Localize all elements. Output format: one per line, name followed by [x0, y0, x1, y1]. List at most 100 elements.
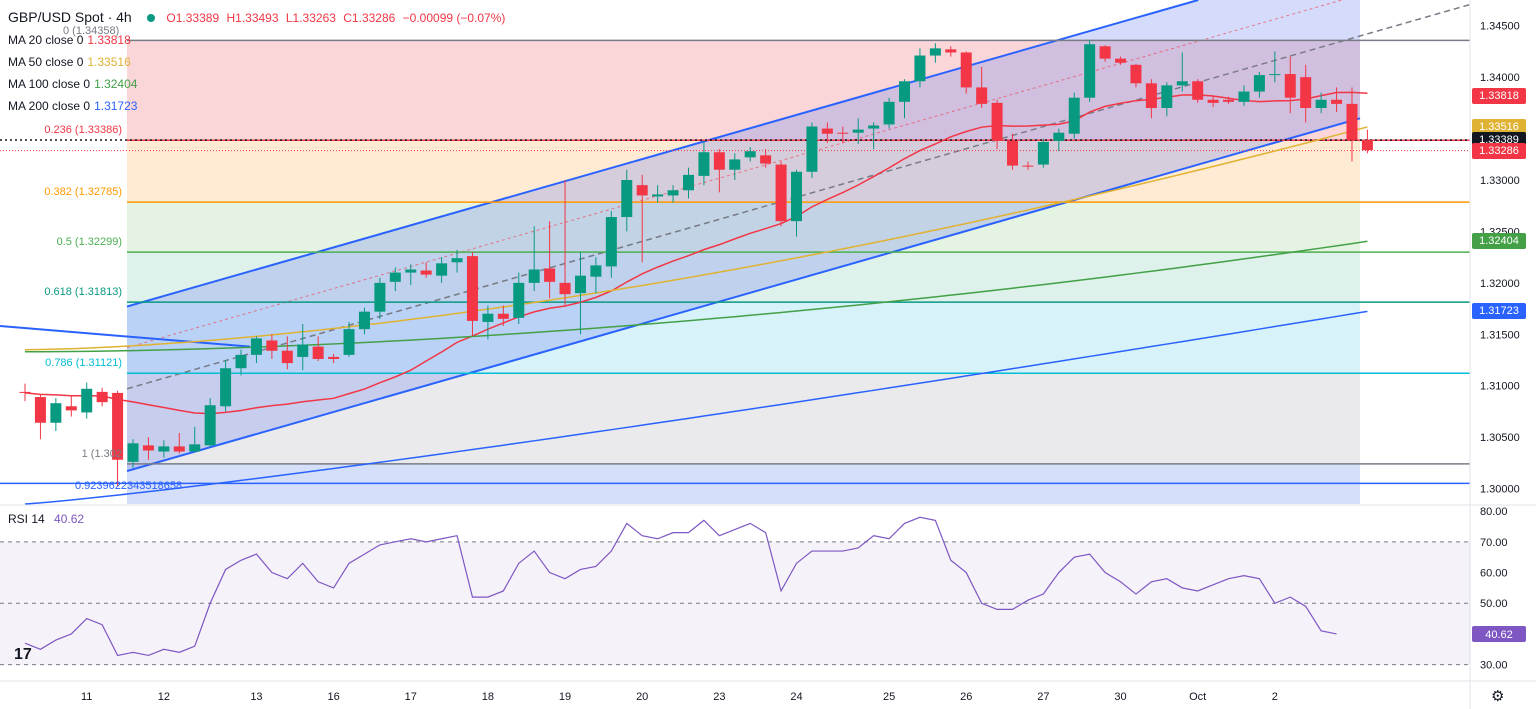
candle-body [791, 171, 802, 222]
ma100-legend[interactable]: MA 100 close 0 1.32404 [8, 77, 137, 91]
change-value: −0.00099 (−0.07%) [402, 11, 506, 25]
candle-body [621, 180, 633, 218]
candle-body [1269, 74, 1281, 76]
candle-body [960, 52, 972, 88]
candle-body [1176, 81, 1188, 86]
candle-body [1300, 77, 1312, 108]
candle-body [929, 48, 941, 56]
symbol-title[interactable]: GBP/USD Spot · 4h [8, 9, 132, 25]
candle-body [266, 340, 278, 351]
ma20-legend[interactable]: MA 20 close 0 1.33818 [8, 33, 131, 47]
candle-body [343, 329, 355, 355]
candle-body [852, 129, 864, 133]
price-axis-label: 1.31723 [1472, 303, 1526, 320]
price-tick-label: 1.30500 [1480, 432, 1520, 444]
candlesticks [19, 40, 1373, 487]
candle-body [1145, 83, 1157, 108]
candle-body [713, 152, 725, 170]
candle-body [744, 151, 756, 158]
candle-body [328, 356, 340, 359]
candle-body [81, 388, 93, 413]
price-axis-label: 1.33516 [1472, 118, 1526, 135]
price-tick-label: 1.32000 [1480, 278, 1520, 290]
rsi-legend[interactable]: RSI 14 40.62 [8, 512, 84, 526]
candle-body [142, 445, 154, 451]
candle-body [513, 282, 525, 318]
candle-body [1161, 85, 1173, 108]
channel-lower-line [126, 117, 1361, 473]
rsi-tick-label: 80.00 [1480, 506, 1508, 518]
rsi-tick-label: 70.00 [1480, 537, 1508, 549]
candle-body [374, 282, 386, 312]
candle-body [436, 263, 448, 276]
close-value: C1.33286 [343, 11, 396, 25]
candle-body [96, 391, 108, 403]
rsi-line [24, 516, 1337, 657]
fib-band [127, 302, 1360, 374]
ma200-legend[interactable]: MA 200 close 0 1.31723 [8, 99, 137, 113]
candle-body [451, 258, 463, 263]
time-tick-label: 26 [960, 691, 972, 703]
fib-band [127, 140, 1360, 203]
candle-body [837, 132, 849, 134]
ma50-line [24, 126, 1368, 351]
candle-body [544, 268, 556, 282]
candle-body [204, 405, 216, 446]
ma100-value: 1.32404 [94, 77, 138, 91]
ma200-label: MA 200 close 0 [8, 99, 91, 113]
price-tick-label: 1.30000 [1480, 484, 1520, 496]
candle-body [1084, 44, 1096, 98]
fib-label: 0.236 (1.33386) [44, 124, 122, 137]
ma20-line [24, 91, 1368, 415]
candle-body [1022, 165, 1034, 167]
time-tick-label: 17 [405, 691, 417, 703]
candle-body [698, 152, 710, 176]
candle-body [899, 81, 911, 102]
candle-body [945, 49, 957, 53]
candle-body [189, 444, 201, 452]
candle-body [358, 311, 370, 330]
ma100-label: MA 100 close 0 [8, 77, 91, 91]
candle-body [389, 272, 401, 282]
candle-body [821, 128, 833, 134]
candle-body [1130, 64, 1142, 84]
rsi-value-label: 40.62 [1485, 629, 1513, 641]
candle-body [420, 270, 432, 275]
candle-body [312, 346, 324, 359]
price-tick-label: 1.31500 [1480, 329, 1520, 341]
price-axis-label: 1.32404 [1472, 233, 1526, 250]
time-tick-label: 23 [713, 691, 725, 703]
candle-body [1099, 46, 1111, 59]
ma100-line [24, 240, 1368, 353]
candle-body [559, 282, 571, 295]
fib-label: 0.5 (1.32299) [56, 236, 122, 249]
time-tick-label: 13 [250, 691, 262, 703]
time-tick-label: 27 [1037, 691, 1049, 703]
candle-body [1315, 99, 1327, 108]
candle-body [466, 256, 478, 321]
candle-body [497, 313, 509, 319]
candle-body [220, 368, 232, 407]
candle-body [682, 174, 694, 191]
fib-band [127, 463, 1360, 484]
candle-body [883, 101, 895, 125]
candle-body [297, 344, 309, 357]
ma50-legend[interactable]: MA 50 close 0 1.33516 [8, 55, 131, 69]
candle-body [1361, 139, 1373, 151]
fib-band [127, 202, 1360, 253]
time-tick-label: 24 [790, 691, 802, 703]
time-tick-label: 11 [81, 691, 92, 703]
low-value: L1.33263 [285, 11, 336, 25]
candle-body [405, 269, 417, 273]
symbol-header: GBP/USD Spot · 4h O1.33389 H1.33493 L1.3… [8, 9, 509, 25]
fib-label: 0.382 (1.32785) [44, 186, 122, 199]
channel-median-line [126, 3, 1471, 390]
candle-body [158, 446, 170, 452]
price-axis-label: 1.33818 [1472, 87, 1526, 104]
candle-body [775, 164, 787, 222]
candle-body [1053, 132, 1065, 141]
settings-gear-icon[interactable]: ⚙ [1491, 688, 1505, 705]
rsi-tick-label: 30.00 [1480, 660, 1508, 672]
